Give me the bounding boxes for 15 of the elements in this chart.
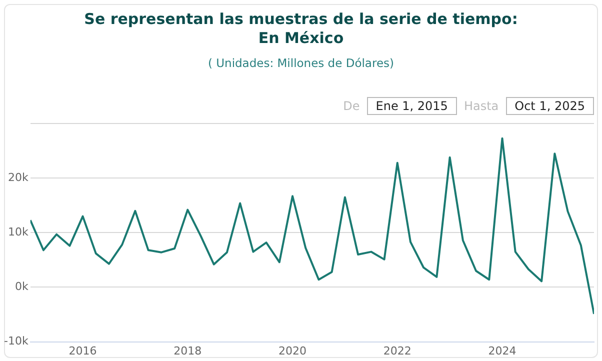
text: Oct 1, 2025	[506, 97, 594, 115]
chart-title: Se representan las muestras de la serie de tiempo: En México	[83, 10, 519, 48]
x-tick-label: 2024	[488, 344, 516, 358]
text: Ene 1, 2015	[366, 97, 457, 115]
x-tick-label: 2020	[278, 344, 307, 358]
text: De	[343, 99, 360, 113]
y-tick-label: -10k	[4, 334, 29, 348]
y-tick-label: 0k	[14, 280, 29, 294]
x-tick-label: 2016	[68, 344, 97, 358]
y-tick-label: 10k	[8, 226, 29, 239]
y-tick-label: 20k	[8, 171, 29, 184]
text: Hasta	[464, 99, 499, 113]
chart-subtitle: ( Unidades: Millones de Dólares)	[206, 56, 396, 70]
x-tick-label: 2022	[383, 344, 412, 358]
x-tick-label: 2018	[174, 344, 202, 358]
